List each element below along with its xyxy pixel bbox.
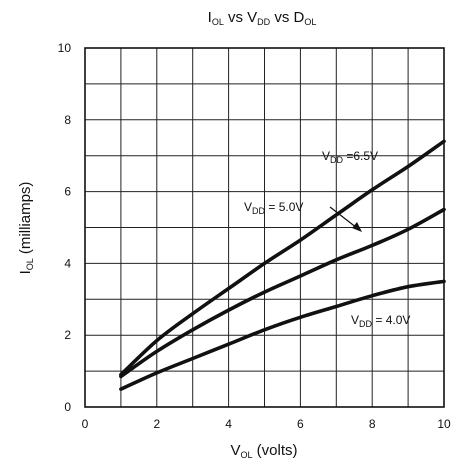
x-axis-label: VOL (volts) [230,442,297,460]
series-label-vdd-4-0: VDD = 4.0V [351,313,410,329]
series-label-vdd-5-0-arrowhead [352,222,362,232]
series-label-vdd-5-0-leader [329,206,358,229]
y-tick-label: 10 [58,41,72,55]
curves [119,139,446,391]
x-tick-label: 4 [225,417,232,431]
series-line-1 [119,207,446,379]
tick-labels: 0 2 4 6 8 10 0 2 4 6 8 10 [58,41,451,431]
x-tick-label: 6 [297,417,304,431]
y-axis-label: IOL (milliamps) [17,182,35,275]
y-tick-label: 4 [64,256,71,270]
series-line-0 [119,139,446,377]
series-line-2 [119,279,446,391]
x-tick-label: 0 [82,417,89,431]
y-tick-label: 2 [64,328,71,342]
plot-frame [84,47,445,408]
series-label-vdd-5-0: VDD = 5.0V [244,200,303,216]
series-label-vdd-6-5: VDD =6.5V [322,149,378,165]
grid [85,48,444,407]
y-tick-label: 8 [64,113,71,127]
x-tick-label: 2 [153,417,160,431]
x-tick-label: 10 [437,417,451,431]
chart-title: IOL vs VDD vs DOL [208,9,317,27]
x-tick-label: 8 [369,417,376,431]
y-tick-label: 6 [64,185,71,199]
y-tick-label: 0 [64,400,71,414]
